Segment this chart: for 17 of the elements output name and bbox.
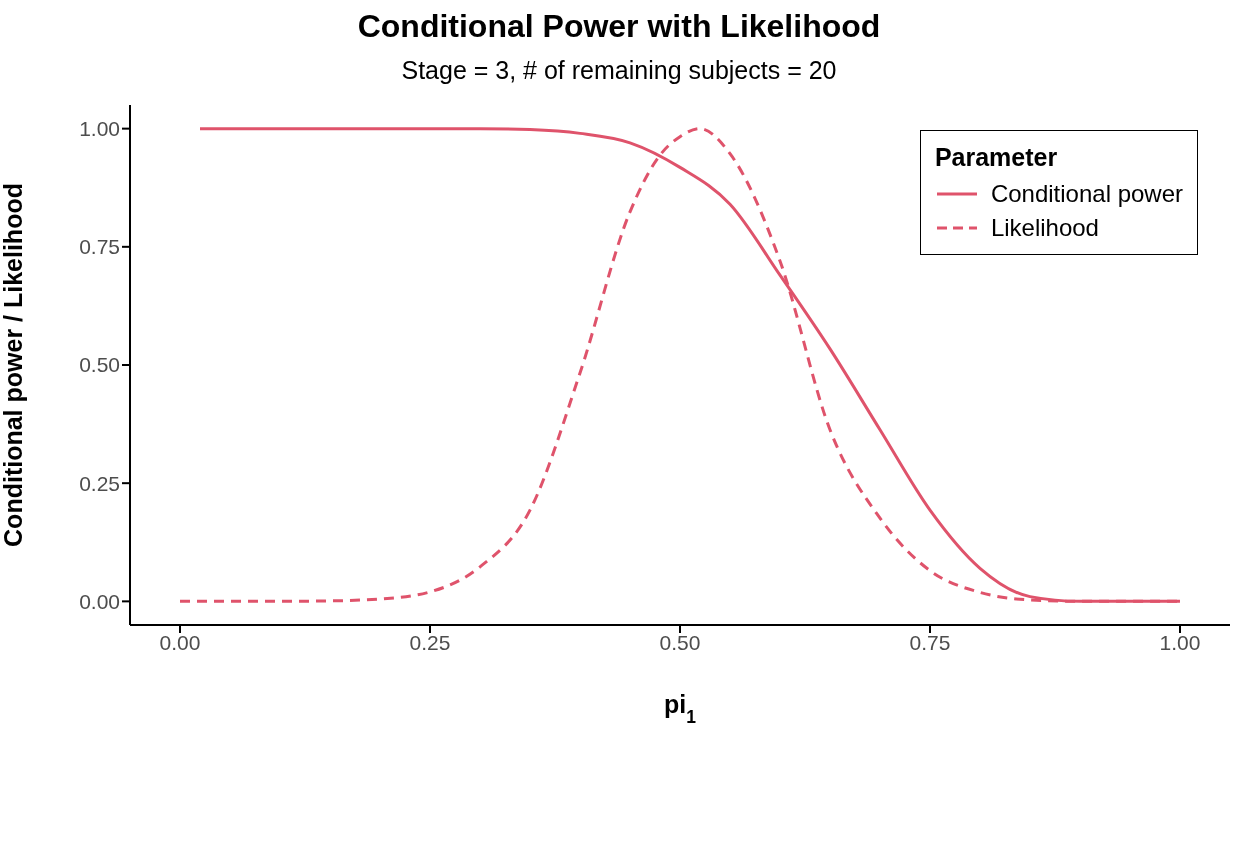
chart-title: Conditional Power with Likelihood [356, 8, 882, 45]
chart-subtitle: Stage = 3, # of remaining subjects = 20 [400, 56, 838, 85]
x-axis-title: pi$_{1}$ [664, 690, 697, 727]
y-axis-title: Conditional power / Likelihood [0, 183, 27, 547]
x-tick-label: 0.25 [409, 630, 451, 654]
legend-title: Parameter [934, 143, 1059, 172]
legend-label: Likelihood [990, 214, 1099, 242]
x-tick-label: 0.75 [909, 630, 951, 654]
y-tick-label: 0.00 [79, 589, 120, 613]
x-tick-label: 0.00 [159, 630, 201, 654]
y-tick-label: 0.50 [79, 353, 120, 377]
x-tick-label: 1.00 [1159, 630, 1201, 654]
y-tick-label: 1.00 [79, 117, 120, 141]
x-tick-label: 0.50 [659, 630, 701, 654]
y-tick-label: 0.75 [79, 235, 120, 259]
legend-label: Conditional power [990, 180, 1183, 208]
y-tick-label: 0.25 [79, 471, 120, 495]
